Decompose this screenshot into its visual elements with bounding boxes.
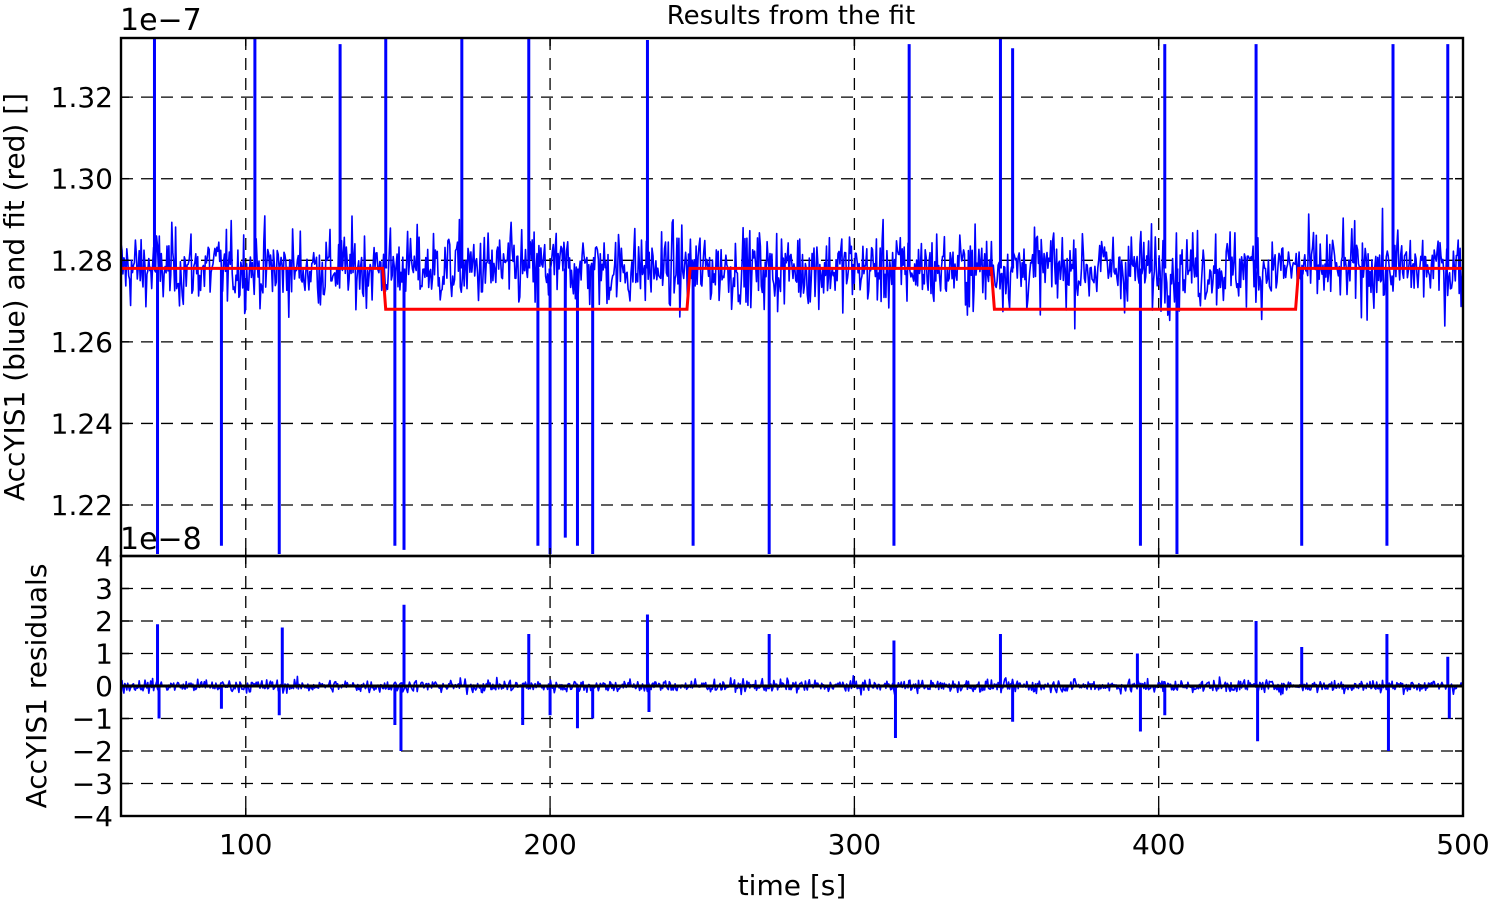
bottom-series: [120, 604, 1464, 751]
x-tick-label: 100: [219, 828, 272, 861]
x-tick-label: 400: [1132, 828, 1185, 861]
bottom-ylabel: AccYIS1 residuals: [20, 564, 53, 809]
top-line-series-1: [121, 266, 1463, 311]
x-tick-label: 200: [523, 828, 576, 861]
top-y-tick-label: 1.22: [51, 489, 113, 522]
top-plot: 1.22 1.24 1.26 1.28 1.30 1.32: [51, 36, 1465, 558]
top-y-tick-label: 1.24: [51, 407, 113, 440]
bottom-y-tick-label: −1: [72, 703, 113, 736]
xlabel: time [s]: [738, 869, 847, 902]
bottom-y-tick-label: 1: [95, 638, 113, 671]
top-y-tick-label: 1.26: [51, 326, 113, 359]
top-series: [120, 38, 1464, 554]
bottom-y-tick-label: −2: [72, 735, 113, 768]
top-y-tick-label: 1.30: [51, 163, 113, 196]
top-y-tick-label: 1.32: [51, 81, 113, 114]
bottom-y-tick-label: 3: [95, 573, 113, 606]
top-offset-label: 1e−7: [120, 3, 202, 38]
bottom-y-tick-label: 4: [95, 540, 113, 573]
x-tick-label: 300: [828, 828, 881, 861]
bottom-offset-label: 1e−8: [120, 522, 202, 557]
top-noise-series: [120, 207, 1464, 330]
top-ticks: 1.22 1.24 1.26 1.28 1.30 1.32: [51, 38, 1464, 556]
bottom-y-tick-label: 2: [95, 605, 113, 638]
x-tick-label: 500: [1436, 828, 1489, 861]
bottom-y-tick-label: −4: [72, 800, 113, 833]
top-y-tick-label: 1.28: [51, 244, 113, 277]
bottom-y-tick-label: −3: [72, 768, 113, 801]
chart-title: Results from the fit: [667, 1, 915, 31]
bottom-y-tick-label: 0: [95, 670, 113, 703]
top-ylabel: AccYIS1 (blue) and fit (red) []: [0, 93, 31, 501]
